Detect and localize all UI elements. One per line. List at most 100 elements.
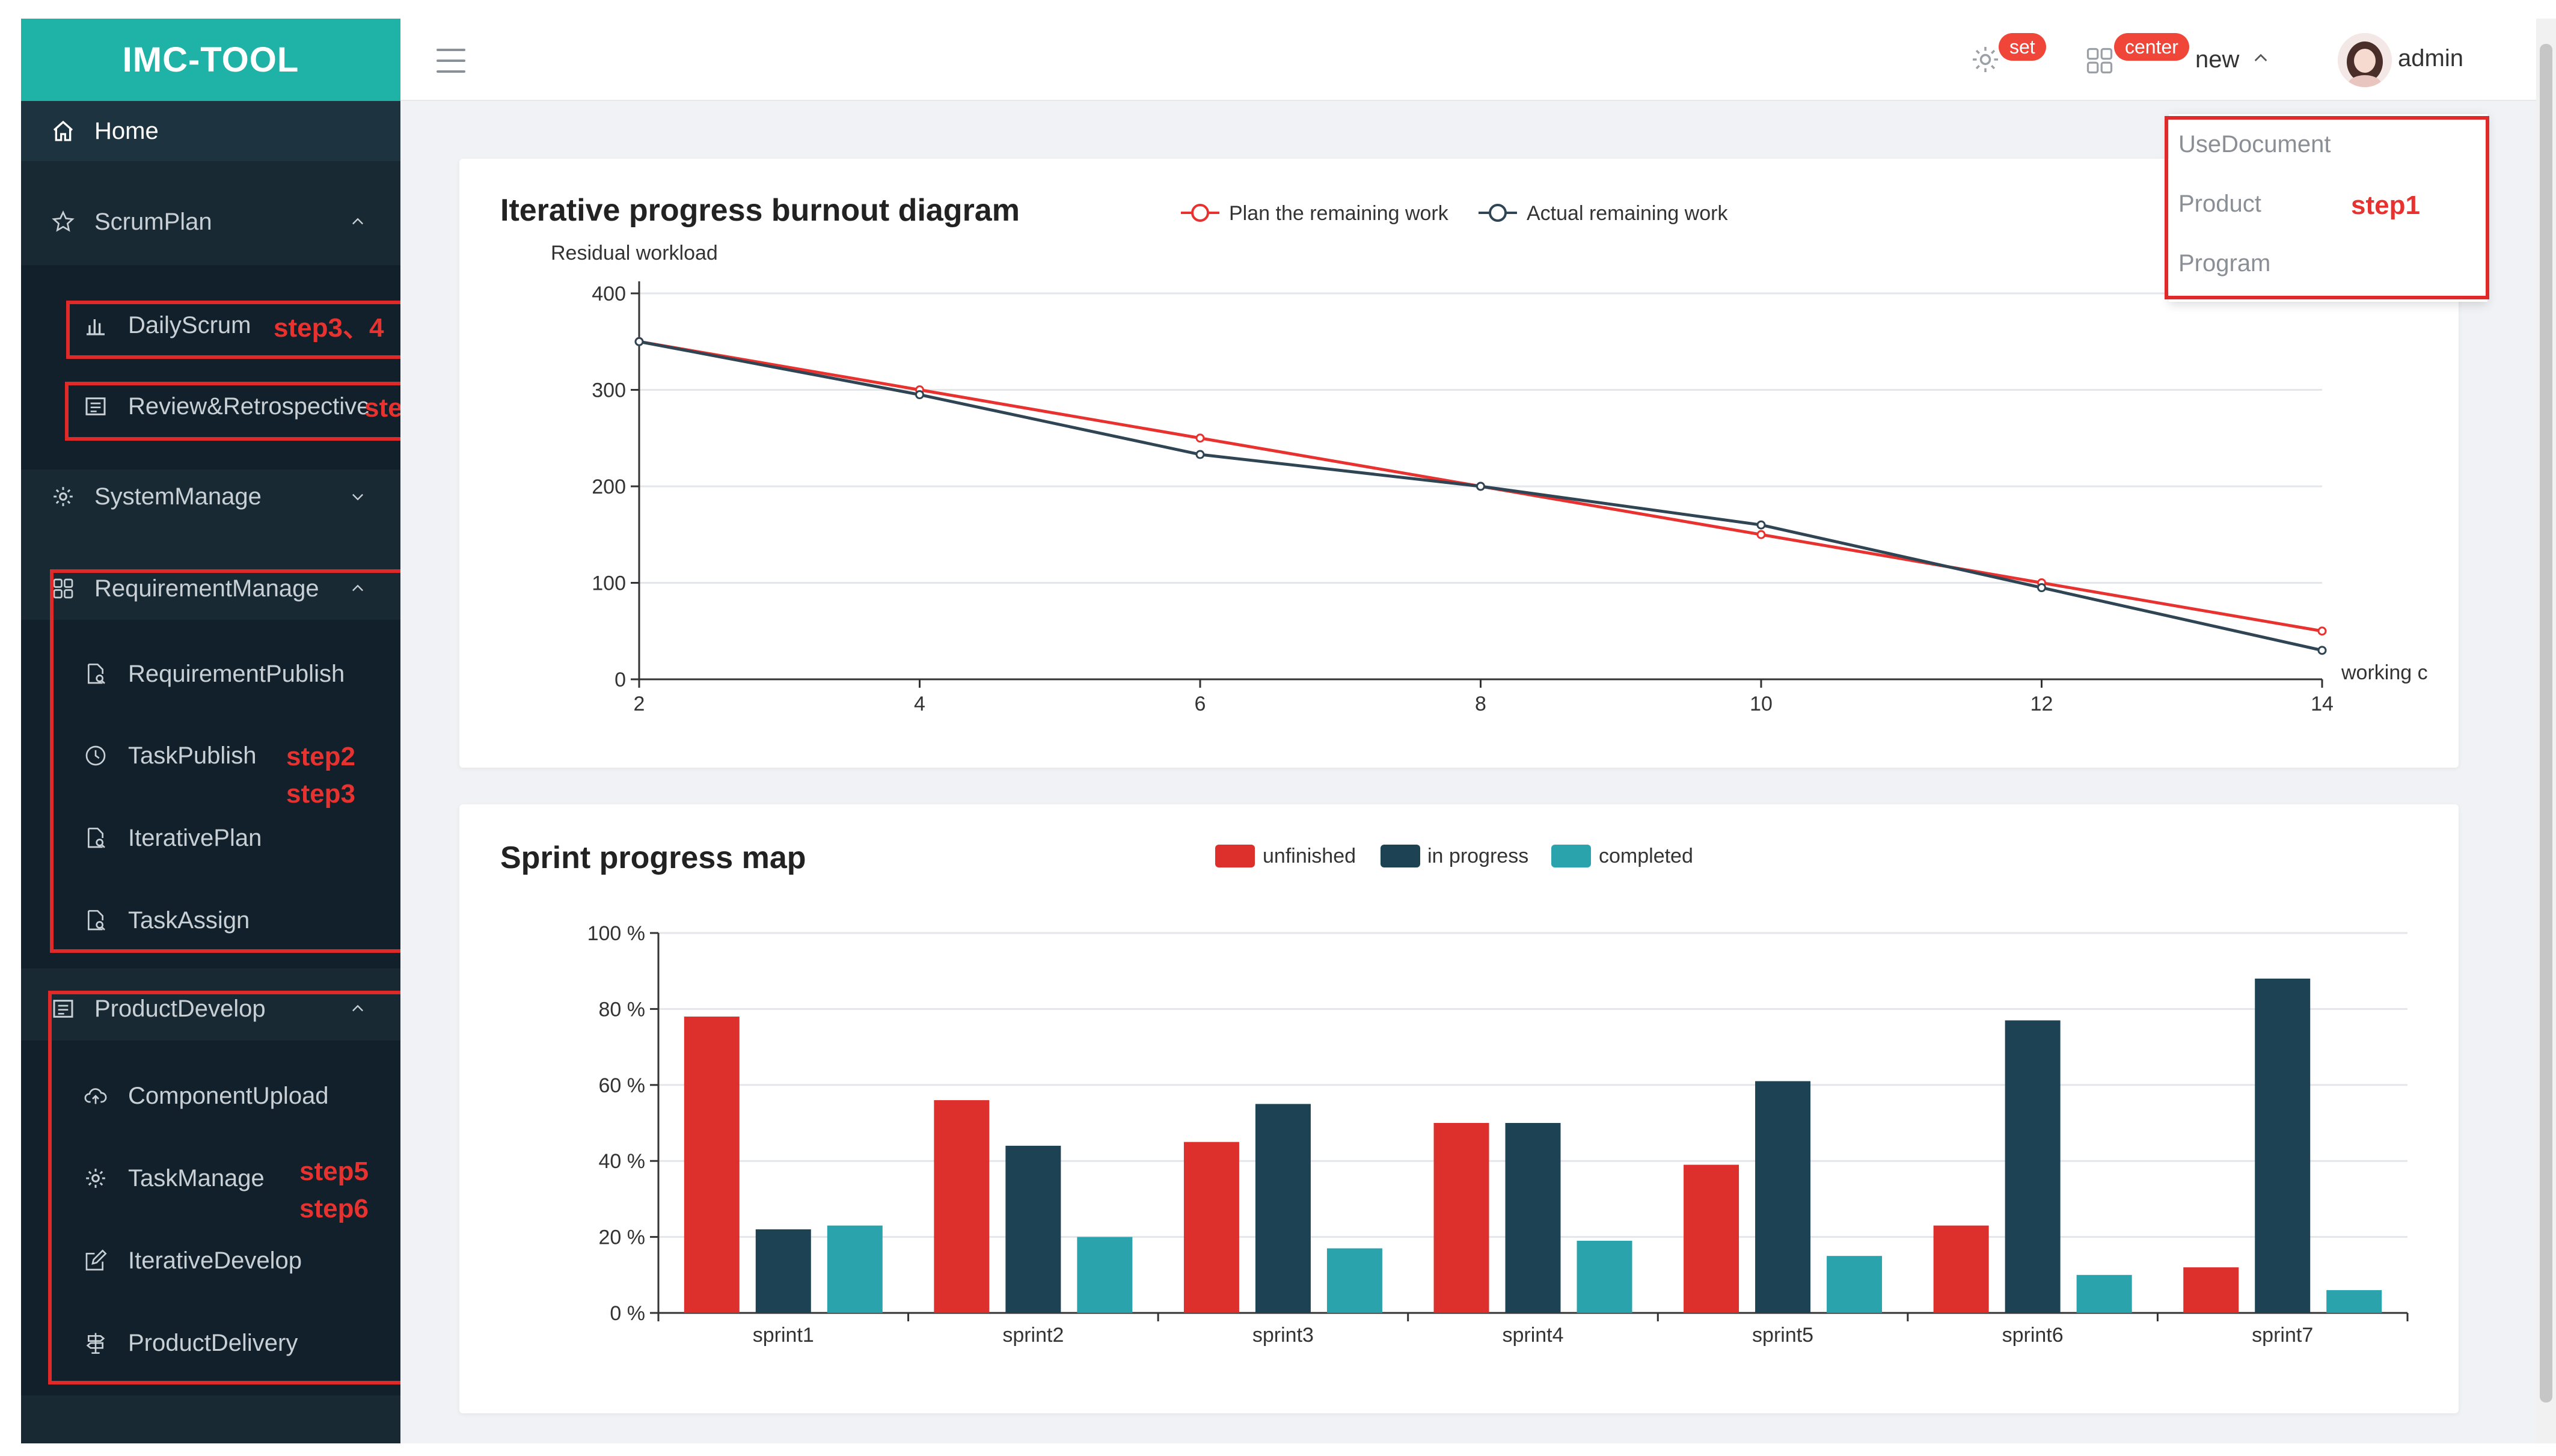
gear-icon <box>50 483 76 510</box>
hamburger-menu-icon[interactable] <box>434 44 468 78</box>
y-tick-label: 60 % <box>599 1074 646 1097</box>
bar-unfinished <box>1684 1164 1739 1313</box>
data-point <box>2317 626 2327 636</box>
x-tick-label: 12 <box>2030 693 2053 715</box>
bar-unfinished <box>684 1017 740 1313</box>
apps-grid-icon[interactable] <box>2084 45 2115 76</box>
x-tick-label: 10 <box>1750 693 1773 715</box>
sidebar-item-iterativeplan[interactable]: IterativePlan <box>21 808 400 868</box>
dropdown-item-usedocument[interactable]: UseDocument <box>2178 131 2331 158</box>
x-tick-label: sprint4 <box>1502 1324 1563 1347</box>
scrollbar-thumb[interactable] <box>2540 44 2552 1402</box>
sidebar-item-requirementpublish[interactable]: RequirementPublish <box>21 644 400 704</box>
legend-unfinished[interactable]: unfinished <box>1215 845 1356 867</box>
main-content: Iterative progress burnout diagram Resid… <box>400 101 2536 1443</box>
sidebar-item-iterativedevelop[interactable]: IterativeDevelop <box>21 1231 400 1291</box>
avatar[interactable] <box>2338 33 2392 87</box>
data-point <box>1195 433 1205 443</box>
vertical-scrollbar[interactable] <box>2536 19 2556 1443</box>
y-tick-label: 400 <box>592 283 626 305</box>
sidebar-item-label: ProductDelivery <box>128 1329 298 1356</box>
sidebar-item-taskpublish[interactable]: TaskPublish <box>21 726 400 786</box>
edit-icon <box>82 1247 109 1274</box>
sprint-chart-card: Sprint progress map unfinished in progre… <box>459 804 2459 1413</box>
settings-icon[interactable] <box>1969 43 2002 76</box>
legend-plan[interactable]: Plan the remaining work <box>1181 202 1449 225</box>
sidebar-item-scrumplan[interactable]: ScrumPlan <box>21 192 400 252</box>
home-icon <box>50 118 76 144</box>
sidebar-item-dailyscrum[interactable]: DailyScrum <box>21 295 400 355</box>
bar-completed <box>1077 1237 1133 1313</box>
bar-in-progress <box>1755 1081 1811 1313</box>
bar-unfinished <box>1933 1225 1989 1313</box>
sidebar-item-componentupload[interactable]: ComponentUpload <box>21 1066 400 1126</box>
bar-in-progress <box>1505 1123 1561 1313</box>
bar-completed <box>827 1225 883 1313</box>
x-tick-label: 6 <box>1195 693 1206 715</box>
series-line-actual <box>639 340 2323 652</box>
legend-label: Actual remaining work <box>1527 202 1728 225</box>
legend-label: Plan the remaining work <box>1229 202 1449 225</box>
productdevelop-submenu <box>21 1041 400 1395</box>
y-tick-label: 0 % <box>610 1302 645 1325</box>
scrumplan-submenu <box>21 265 400 470</box>
chevron-up-icon <box>349 580 367 598</box>
chevron-down-icon <box>349 488 367 506</box>
dropdown-item-program[interactable]: Program <box>2178 250 2271 277</box>
bar-completed <box>2076 1274 2132 1313</box>
sidebar-item-taskassign[interactable]: TaskAssign <box>21 890 400 950</box>
x-axis-label: working c <box>2341 661 2428 684</box>
y-tick-label: 40 % <box>599 1150 646 1173</box>
top-header: set center new admin <box>400 19 2536 101</box>
bar-in-progress <box>2005 1020 2061 1313</box>
legend-completed[interactable]: completed <box>1551 845 1693 867</box>
center-badge: center <box>2114 33 2189 61</box>
x-tick-label: sprint2 <box>1002 1324 1064 1347</box>
burnout-chart-card: Iterative progress burnout diagram Resid… <box>459 159 2459 768</box>
data-point <box>634 337 644 346</box>
legend-actual[interactable]: Actual remaining work <box>1479 202 1728 225</box>
sidebar-item-requirementmanage[interactable]: RequirementManage <box>21 558 400 619</box>
data-point <box>1756 530 1766 539</box>
y-axis-label: Residual workload <box>551 242 718 265</box>
sidebar-item-label: RequirementPublish <box>128 660 345 687</box>
sidebar-item-label: Review&Retrospective <box>128 393 370 420</box>
annotation-step3: step3 <box>286 779 355 809</box>
bar-in-progress <box>1005 1145 1061 1313</box>
chevron-up-icon <box>349 213 367 231</box>
bar-completed <box>1827 1256 1883 1313</box>
x-tick-label: 8 <box>1475 693 1486 715</box>
board-icon <box>50 996 76 1022</box>
data-point <box>2317 646 2327 655</box>
annotation-step5: step5 <box>299 1157 369 1186</box>
sidebar-item-taskmanage[interactable]: TaskManage <box>21 1148 400 1208</box>
sidebar-item-home[interactable]: Home <box>21 101 400 161</box>
annotation-step1: step1 <box>2351 191 2420 220</box>
sidebar-item-label: SystemManage <box>94 483 262 510</box>
signpost-icon <box>82 1330 109 1356</box>
chevron-up-icon[interactable] <box>2251 49 2270 68</box>
y-tick-label: 80 % <box>599 998 646 1021</box>
dropdown-item-product[interactable]: Product <box>2178 191 2261 217</box>
grid-icon <box>50 575 76 602</box>
legend-in-progress[interactable]: in progress <box>1381 845 1528 867</box>
burnout-chart: Iterative progress burnout diagram Resid… <box>500 193 2428 715</box>
set-badge: set <box>1999 33 2046 61</box>
sprint-chart: Sprint progress map unfinished in progre… <box>500 840 2409 1347</box>
x-tick-label: sprint6 <box>2002 1324 2064 1347</box>
sidebar-item-productdelivery[interactable]: ProductDelivery <box>21 1313 400 1373</box>
y-tick-label: 100 % <box>587 922 645 945</box>
user-name[interactable]: admin <box>2398 45 2463 72</box>
y-tick-label: 0 <box>614 668 626 691</box>
new-dropdown-label[interactable]: new <box>2195 46 2240 73</box>
legend-label: in progress <box>1427 845 1528 867</box>
bar-completed <box>1577 1240 1632 1313</box>
x-tick-label: sprint7 <box>2252 1324 2313 1347</box>
sidebar-item-productdevelop[interactable]: ProductDevelop <box>21 979 400 1039</box>
sidebar-item-review-retrospective[interactable]: Review&Retrospective <box>21 376 400 436</box>
legend-label: completed <box>1599 845 1693 867</box>
sidebar: IMC-TOOL Home ScrumPlan DailyScrum Revie… <box>21 19 400 1443</box>
sidebar-item-systemmanage[interactable]: SystemManage <box>21 466 400 527</box>
chevron-up-icon <box>349 1000 367 1018</box>
sidebar-item-label: ComponentUpload <box>128 1082 329 1109</box>
